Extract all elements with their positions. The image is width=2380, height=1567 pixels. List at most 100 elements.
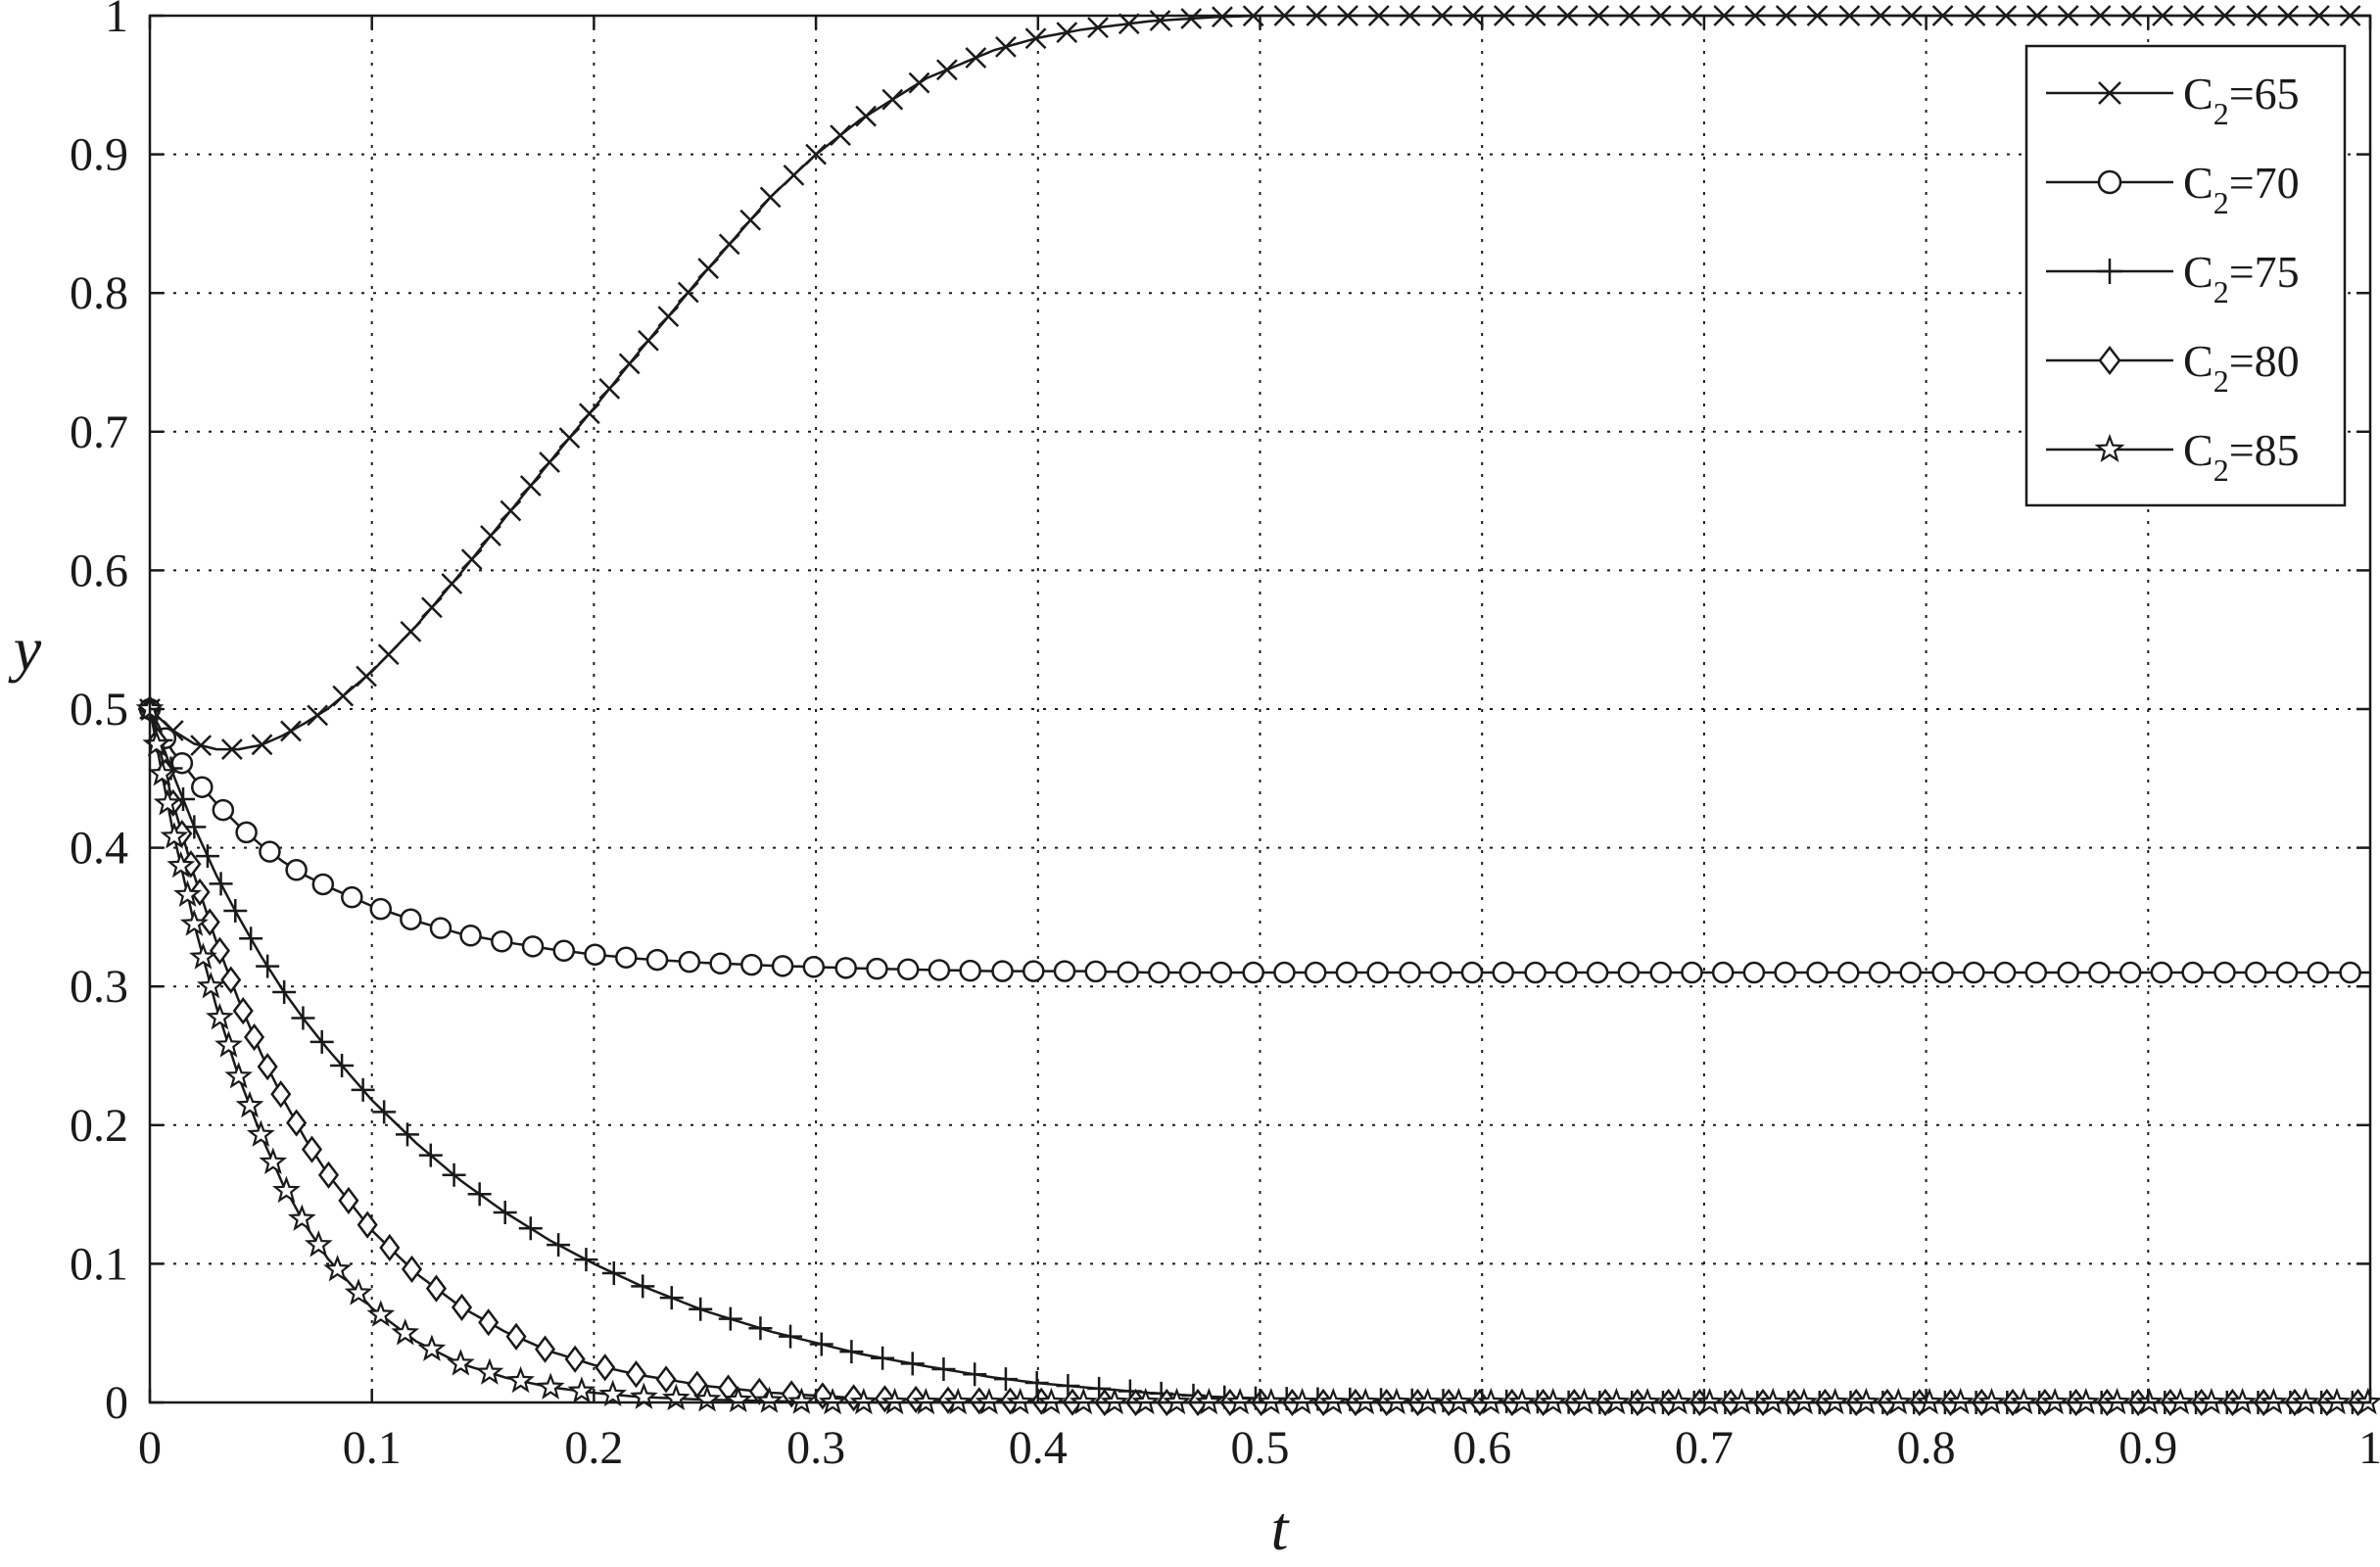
series-marker-C2=65-25 [697, 258, 720, 279]
series-marker-C2=65-24 [677, 281, 699, 304]
axes-frame [148, 14, 2372, 1404]
series-marker-C2=85-7 [179, 909, 209, 936]
series-marker-C2=80-8 [209, 936, 230, 965]
series-marker-C2=85-33 [724, 1385, 753, 1413]
x-tick-label-0.8: 0.8 [1897, 1422, 1956, 1474]
x-tick-label-0.3: 0.3 [786, 1422, 845, 1474]
series-marker-C2=70-63 [2024, 961, 2048, 984]
legend-label-C2=85: C2=85 [2183, 425, 2300, 488]
y-tick-label-0.3: 0.3 [70, 961, 128, 1013]
series-marker-C2=70-52 [1681, 961, 1703, 984]
series-marker-C2=75-18 [442, 1163, 466, 1187]
series-marker-C2=80-25 [534, 1335, 556, 1363]
legend-label-main: C [2183, 425, 2213, 475]
series-marker-C2=70-47 [1524, 961, 1547, 984]
y-tick-label-1: 1 [105, 0, 128, 42]
series-marker-C2=80-29 [655, 1365, 677, 1394]
series-marker-C2=75-37 [993, 1367, 1018, 1392]
series-marker-C2=70-23 [771, 955, 794, 977]
series-marker-C2=85-22 [391, 1318, 420, 1346]
legend-item-C2=75: C2=75 [2046, 247, 2300, 309]
legend-label-value: =75 [2229, 247, 2300, 297]
x-axis-title: t [1271, 1494, 1291, 1563]
series-marker-C2=65-31 [830, 124, 851, 147]
series-marker-C2=80-21 [425, 1274, 448, 1303]
series-marker-C2=70-40 [1304, 961, 1327, 984]
series-marker-C2=75-35 [931, 1357, 956, 1382]
series-marker-C2=65-23 [657, 306, 680, 328]
series-marker-C2=75-5 [195, 844, 219, 869]
series-marker-C2=70-50 [1617, 961, 1641, 984]
x-tick-label-0.2: 0.2 [564, 1422, 623, 1474]
series-marker-C2=80-18 [357, 1211, 378, 1239]
legend-label-subscript: 2 [2213, 185, 2229, 220]
series-marker-C2=75-16 [395, 1122, 419, 1147]
series-marker-C2=65-4 [251, 734, 273, 756]
series-marker-C2=80-17 [338, 1186, 359, 1215]
legend-label-subscript: 2 [2213, 363, 2229, 399]
series-marker-C2=70-66 [2118, 961, 2142, 984]
series-marker-C2=80-7 [199, 908, 220, 936]
series-marker-C2=70-26 [866, 957, 888, 980]
y-tick-label-0: 0 [105, 1377, 128, 1429]
series-marker-C2=70-11 [400, 908, 422, 930]
series-marker-C2=85-14 [246, 1119, 275, 1147]
series-marker-C2=80-14 [286, 1109, 308, 1137]
x-tick-label-0.5: 0.5 [1231, 1422, 1290, 1474]
series-marker-C2=85-29 [598, 1379, 628, 1407]
y-tick-label-0.6: 0.6 [70, 545, 128, 596]
series-marker-C2=70-67 [2150, 961, 2173, 984]
legend-label-C2=75: C2=75 [2183, 247, 2300, 309]
series-marker-C2=70-33 [1084, 960, 1107, 983]
series-marker-C2=65-43 [1180, 8, 1203, 29]
series-marker-C2=75-30 [779, 1324, 803, 1349]
series-marker-C2=65-3 [220, 738, 243, 760]
series-marker-C2=65-16 [519, 475, 542, 497]
series-marker-C2=70-43 [1399, 961, 1421, 984]
series-marker-C2=80-19 [379, 1233, 401, 1262]
series-marker-C2=80-26 [564, 1345, 586, 1373]
series-marker-C2=65-36 [965, 47, 987, 69]
series-marker-C2=70-71 [2275, 961, 2299, 984]
series-C2=70 [138, 697, 2370, 984]
x-tick-label-0: 0 [138, 1422, 162, 1474]
series-marker-C2=85-2 [148, 759, 176, 786]
series-marker-C2=70-69 [2213, 961, 2236, 984]
series-marker-C2=75-33 [871, 1346, 895, 1370]
series-marker-C2=85-28 [567, 1376, 596, 1403]
series-marker-C2=85-26 [506, 1365, 535, 1394]
series-marker-C2=75-27 [689, 1297, 713, 1321]
series-marker-C2=70-21 [709, 952, 732, 975]
series-marker-C2=65-27 [739, 209, 762, 231]
series-marker-C2=75-24 [601, 1260, 626, 1285]
series-marker-C2=65-20 [598, 378, 621, 400]
legend-label-main: C [2183, 247, 2213, 297]
series-marker-C2=70-58 [1868, 961, 1891, 984]
series-marker-C2=65-14 [480, 525, 501, 546]
series-marker-C2=75-22 [547, 1233, 571, 1258]
series-marker-C2=85-23 [417, 1334, 447, 1361]
series-marker-C2=70-24 [802, 956, 826, 978]
series-marker-C2=85-9 [196, 972, 225, 999]
series-marker-C2=85-5 [167, 850, 196, 878]
series-marker-C2=65-33 [881, 88, 904, 111]
series-marker-C2=70-6 [259, 840, 281, 863]
y-tick-label-0.2: 0.2 [70, 1100, 128, 1152]
series-marker-C2=70-25 [834, 957, 857, 979]
series-marker-C2=70-39 [1273, 961, 1296, 984]
series-marker-C2=75-8 [239, 926, 263, 951]
series-marker-C2=75-14 [351, 1077, 375, 1102]
series-marker-C2=65-29 [783, 164, 805, 186]
series-marker-C2=75-21 [518, 1216, 543, 1241]
series-marker-C2=75-28 [718, 1306, 742, 1331]
series-marker-C2=85-18 [304, 1229, 333, 1258]
series-marker-C2=70-3 [191, 776, 214, 798]
legend-item-C2=85: C2=85 [2046, 425, 2300, 488]
series-marker-C2=80-10 [232, 997, 254, 1025]
series-marker-C2=80-16 [317, 1161, 340, 1189]
y-tick-label-0.7: 0.7 [70, 406, 128, 458]
series-marker-C2=80-23 [478, 1308, 500, 1337]
series-marker-C2=75-36 [963, 1362, 987, 1387]
series-marker-C2=80-24 [505, 1322, 527, 1351]
